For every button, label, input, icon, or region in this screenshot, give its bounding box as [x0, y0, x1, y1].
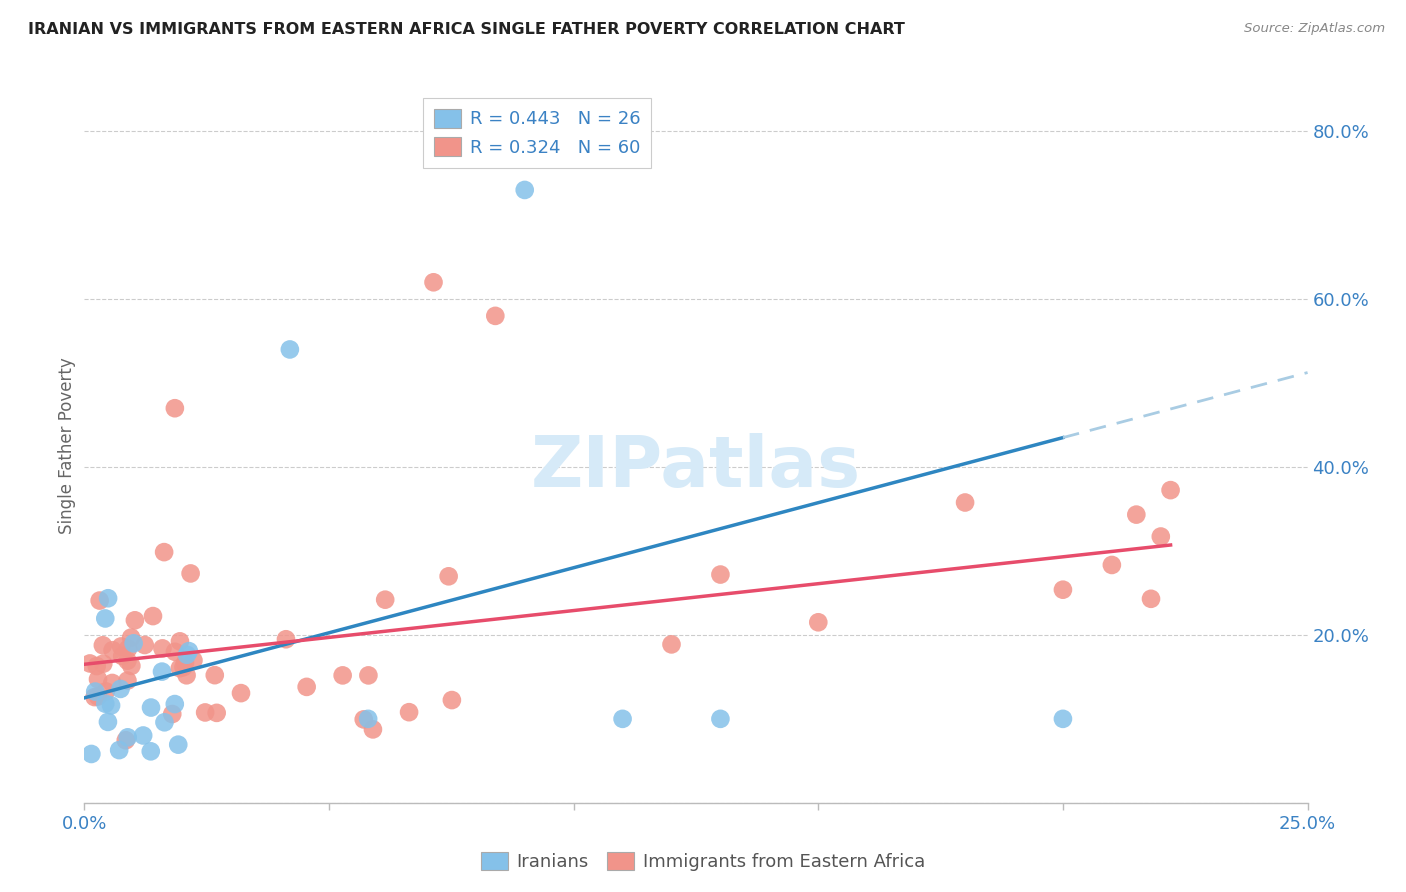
- Point: [357, 668, 380, 682]
- Point: [513, 183, 536, 197]
- Point: [132, 729, 155, 743]
- Point: [94, 684, 117, 698]
- Point: [1052, 712, 1074, 726]
- Point: [357, 712, 380, 726]
- Point: [174, 656, 197, 670]
- Point: [661, 637, 683, 651]
- Point: [374, 592, 396, 607]
- Point: [110, 681, 132, 696]
- Point: [86, 659, 108, 673]
- Point: [80, 747, 103, 761]
- Point: [101, 643, 124, 657]
- Point: [122, 636, 145, 650]
- Point: [437, 569, 460, 583]
- Point: [1101, 558, 1123, 572]
- Point: [142, 609, 165, 624]
- Point: [79, 657, 101, 671]
- Legend: R = 0.443   N = 26, R = 0.324   N = 60: R = 0.443 N = 26, R = 0.324 N = 60: [423, 98, 651, 168]
- Point: [100, 698, 122, 713]
- Point: [120, 631, 142, 645]
- Point: [91, 657, 114, 671]
- Point: [163, 697, 186, 711]
- Text: ZIPatlas: ZIPatlas: [531, 433, 860, 502]
- Point: [139, 700, 162, 714]
- Point: [89, 593, 111, 607]
- Point: [117, 673, 139, 688]
- Point: [205, 706, 228, 720]
- Point: [353, 712, 375, 726]
- Point: [124, 613, 146, 627]
- Point: [117, 641, 139, 656]
- Text: IRANIAN VS IMMIGRANTS FROM EASTERN AFRICA SINGLE FATHER POVERTY CORRELATION CHAR: IRANIAN VS IMMIGRANTS FROM EASTERN AFRIC…: [28, 22, 905, 37]
- Point: [440, 693, 463, 707]
- Point: [1052, 582, 1074, 597]
- Point: [183, 653, 205, 667]
- Point: [229, 686, 252, 700]
- Point: [87, 690, 110, 704]
- Point: [709, 567, 731, 582]
- Point: [91, 638, 114, 652]
- Point: [150, 665, 173, 679]
- Point: [101, 676, 124, 690]
- Point: [1125, 508, 1147, 522]
- Point: [1160, 483, 1182, 497]
- Text: Source: ZipAtlas.com: Source: ZipAtlas.com: [1244, 22, 1385, 36]
- Point: [117, 731, 139, 745]
- Point: [139, 744, 162, 758]
- Point: [87, 672, 110, 686]
- Point: [83, 690, 105, 704]
- Point: [361, 723, 384, 737]
- Point: [176, 668, 198, 682]
- Point: [953, 495, 976, 509]
- Point: [97, 714, 120, 729]
- Point: [484, 309, 506, 323]
- Point: [108, 743, 131, 757]
- Point: [153, 545, 176, 559]
- Point: [1150, 529, 1173, 543]
- Point: [97, 591, 120, 606]
- Point: [274, 632, 297, 647]
- Point: [117, 654, 139, 668]
- Point: [204, 668, 226, 682]
- Point: [180, 566, 202, 581]
- Point: [84, 684, 107, 698]
- Point: [332, 668, 354, 682]
- Point: [1140, 591, 1163, 606]
- Point: [114, 733, 136, 747]
- Point: [169, 661, 191, 675]
- Point: [111, 648, 134, 663]
- Point: [153, 715, 176, 730]
- Legend: Iranians, Immigrants from Eastern Africa: Iranians, Immigrants from Eastern Africa: [474, 845, 932, 879]
- Point: [134, 638, 156, 652]
- Point: [162, 706, 184, 721]
- Point: [709, 712, 731, 726]
- Point: [172, 660, 194, 674]
- Point: [152, 641, 174, 656]
- Point: [163, 401, 186, 416]
- Point: [163, 645, 186, 659]
- Point: [110, 640, 132, 654]
- Point: [94, 611, 117, 625]
- Point: [612, 712, 634, 726]
- Point: [167, 738, 190, 752]
- Point: [422, 275, 444, 289]
- Point: [278, 343, 301, 357]
- Point: [176, 648, 198, 662]
- Point: [398, 705, 420, 719]
- Point: [807, 615, 830, 630]
- Point: [169, 634, 191, 648]
- Point: [120, 659, 142, 673]
- Point: [194, 706, 217, 720]
- Point: [177, 644, 200, 658]
- Point: [94, 697, 117, 711]
- Y-axis label: Single Father Poverty: Single Father Poverty: [58, 358, 76, 534]
- Point: [295, 680, 318, 694]
